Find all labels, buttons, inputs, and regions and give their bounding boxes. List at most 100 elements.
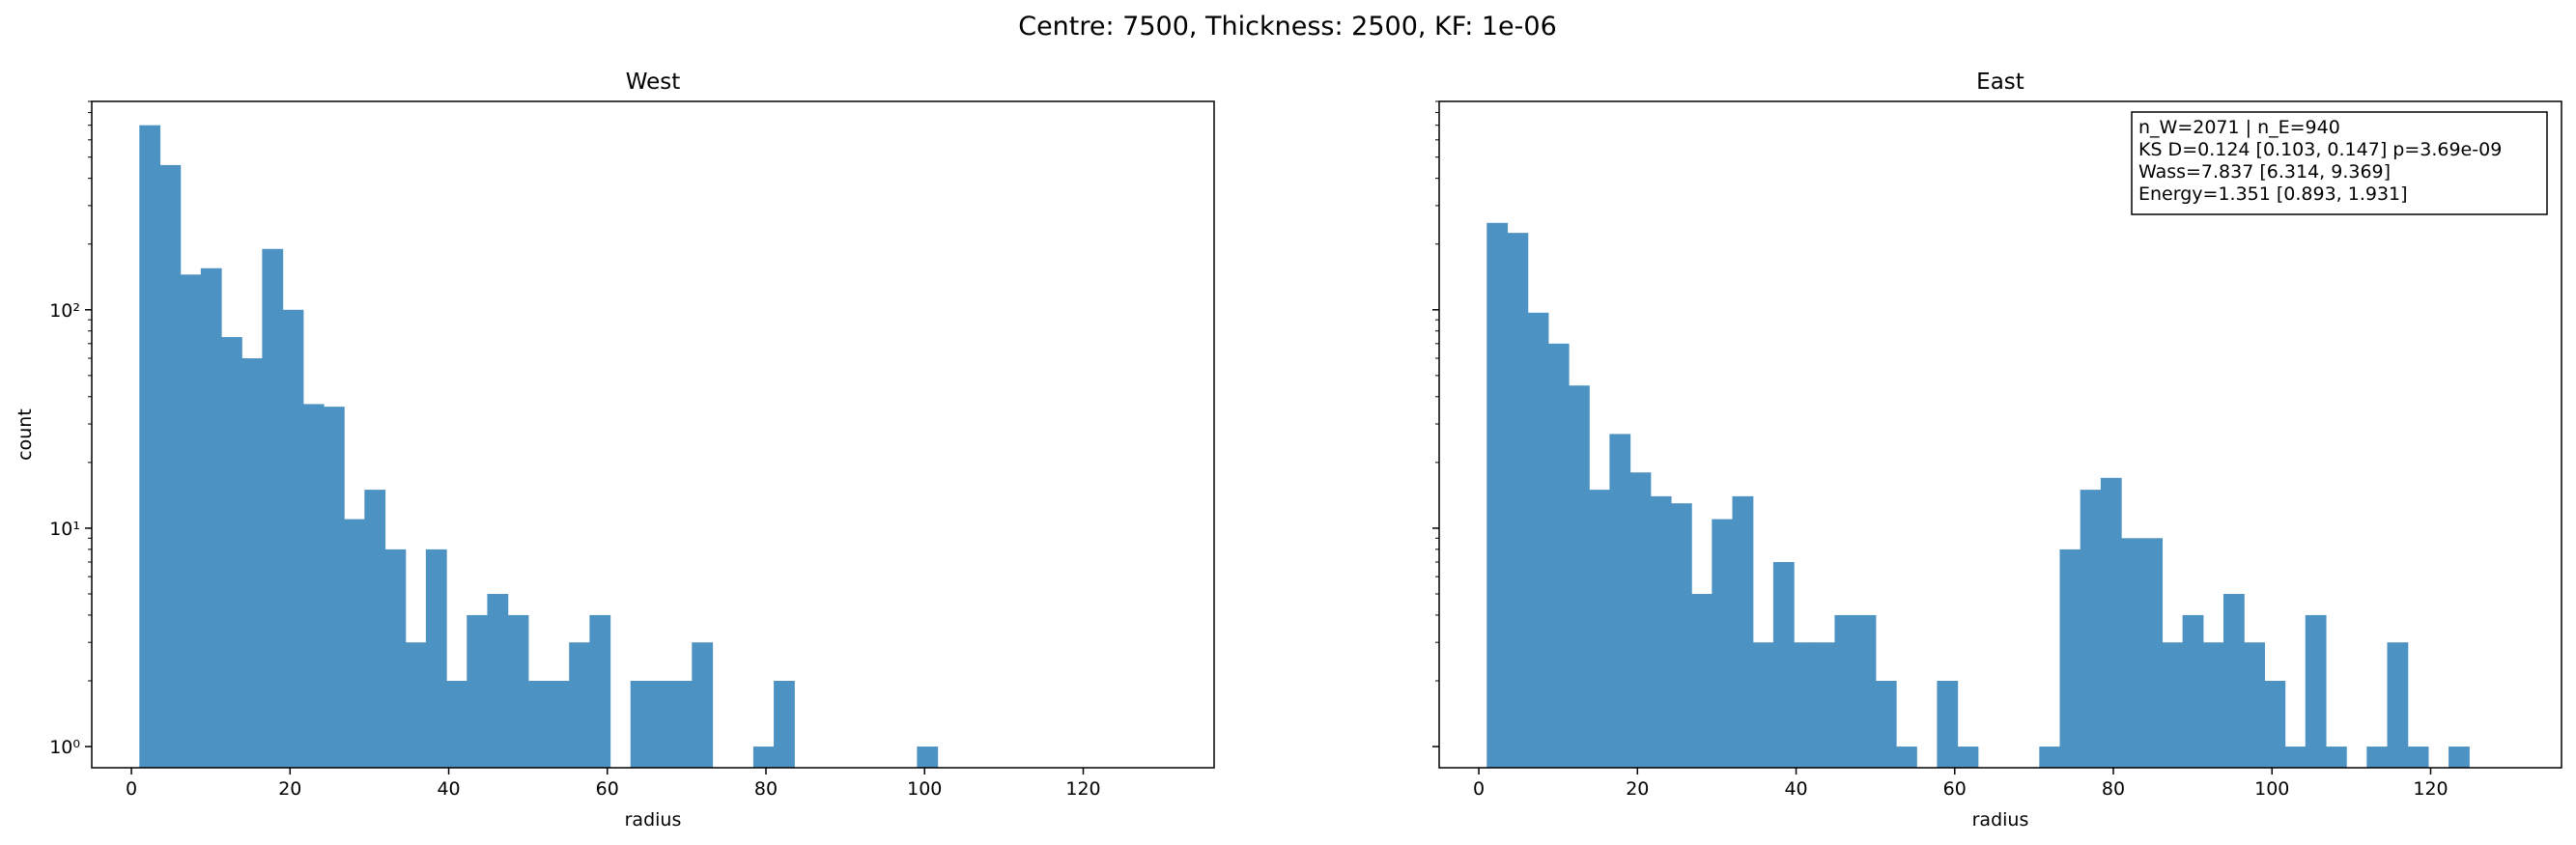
histogram-bar — [1794, 642, 1815, 768]
y-tick-label: 10¹ — [49, 519, 80, 540]
histogram-bar — [364, 490, 386, 768]
east-x-label: radius — [1972, 809, 2029, 831]
x-tick-label: 80 — [754, 778, 778, 800]
histogram-bar — [446, 681, 467, 768]
west-bars — [139, 125, 939, 769]
histogram-bar — [1772, 561, 1795, 768]
histogram-bar — [589, 614, 611, 768]
histogram-bar — [1569, 385, 1590, 768]
histogram-bar — [630, 681, 652, 768]
histogram-bar — [467, 614, 489, 768]
histogram-bar — [1732, 495, 1754, 768]
histogram-bar — [671, 681, 693, 768]
west-x-label: radius — [625, 809, 682, 831]
histogram-bar — [1752, 642, 1774, 768]
histogram-bar — [1854, 614, 1877, 768]
west-y-label: count — [14, 408, 36, 461]
x-tick-label: 60 — [596, 778, 619, 800]
y-tick-label: 10⁰ — [49, 737, 80, 758]
x-tick-label: 40 — [1784, 778, 1807, 800]
histogram-bar — [1670, 503, 1692, 768]
histogram-bar — [323, 407, 345, 768]
histogram-bar — [2325, 746, 2347, 768]
histogram-bar — [2387, 642, 2409, 768]
histogram-bar — [2162, 642, 2184, 768]
histogram-bar — [2264, 681, 2286, 768]
histogram-bar — [1875, 681, 1897, 768]
x-tick-label: 40 — [437, 778, 460, 800]
histogram-bar — [774, 681, 795, 768]
histogram-bar — [139, 125, 161, 768]
stats-line-counts: n_W=2071 | n_E=940 — [2138, 117, 2340, 138]
histogram-bar — [2182, 614, 2204, 768]
x-tick-label: 0 — [126, 778, 137, 800]
west-plot-frame — [91, 100, 1215, 769]
histogram-bar — [507, 614, 529, 768]
histogram-bar — [569, 642, 590, 768]
east-title: East — [1976, 70, 2024, 95]
histogram-bar — [1691, 594, 1713, 768]
histogram-bar — [487, 594, 509, 768]
histogram-bar — [527, 681, 550, 768]
x-tick-label: 120 — [2413, 778, 2448, 800]
histogram-bar — [2039, 746, 2061, 768]
x-tick-label: 60 — [1943, 778, 1967, 800]
histogram-bar — [241, 357, 263, 768]
histogram-bar — [282, 309, 304, 768]
y-tick-label: 10² — [49, 300, 80, 322]
histogram-bar — [344, 519, 365, 768]
histogram-bar — [2244, 642, 2265, 768]
east-plot-frame — [1438, 100, 2562, 769]
histogram-bar — [1712, 519, 1734, 768]
west-panel: West 0 20 40 60 80 100 120 10⁰ 10¹ 10² radius co… — [14, 70, 1215, 831]
west-y-ticks: 10⁰ 10¹ 10² — [49, 100, 92, 758]
x-tick-label: 100 — [907, 778, 942, 800]
histogram-bar — [2141, 538, 2164, 768]
histogram-bar — [2202, 642, 2224, 768]
histogram-bar — [221, 337, 242, 768]
histogram-bar — [2121, 538, 2142, 768]
histogram-bar — [384, 549, 407, 768]
east-y-ticks — [1432, 100, 1439, 747]
stats-line-wasserstein: Wass=7.837 [6.314, 9.369] — [2138, 161, 2391, 183]
x-tick-label: 100 — [2254, 778, 2289, 800]
histogram-bar — [405, 642, 427, 768]
histogram-bar — [1589, 490, 1610, 768]
histogram-bar — [752, 746, 775, 768]
histogram-bar — [549, 681, 570, 768]
histogram-bar — [2223, 594, 2245, 768]
east-bars — [1486, 222, 2470, 769]
west-title: West — [626, 70, 681, 95]
histogram-bar — [2407, 746, 2429, 768]
histogram-bar — [650, 681, 672, 768]
histogram-bar — [1507, 233, 1529, 768]
histogram-bar — [1937, 681, 1959, 768]
histogram-bar — [1814, 642, 1836, 768]
east-x-ticks: 0 20 40 60 80 100 120 — [1473, 768, 2449, 800]
stats-annotation-box: n_W=2071 | n_E=940 KS D=0.124 [0.103, 0.… — [2131, 111, 2548, 215]
histogram-bar — [302, 404, 325, 768]
histogram-bar — [425, 549, 447, 768]
x-tick-label: 80 — [2102, 778, 2125, 800]
x-tick-label: 20 — [1626, 778, 1649, 800]
histogram-bar — [1650, 495, 1672, 768]
west-x-ticks: 0 20 40 60 80 100 120 — [126, 768, 1101, 800]
histogram-bar — [200, 268, 222, 768]
histogram-bar — [1957, 746, 1979, 768]
x-tick-label: 20 — [278, 778, 301, 800]
histogram-bar — [2366, 746, 2389, 768]
histogram-bar — [1527, 312, 1549, 768]
histogram-bar — [2284, 746, 2307, 768]
histogram-bar — [1486, 222, 1509, 769]
histogram-bar — [262, 248, 284, 768]
stats-line-energy: Energy=1.351 [0.893, 1.931] — [2138, 183, 2408, 205]
stats-line-ks: KS D=0.124 [0.103, 0.147] p=3.69e-09 — [2138, 139, 2502, 160]
histogram-bar — [2305, 614, 2327, 768]
x-tick-label: 0 — [1473, 778, 1485, 800]
histogram-bar — [1896, 746, 1917, 768]
histogram-bar — [917, 746, 939, 768]
figure-suptitle: Centre: 7500, Thickness: 2500, KF: 1e-06 — [1018, 12, 1557, 42]
histogram-bar — [159, 164, 182, 769]
east-panel: East 0 20 40 60 80 100 120 radius n_W=2071 | n… — [1432, 70, 2562, 831]
